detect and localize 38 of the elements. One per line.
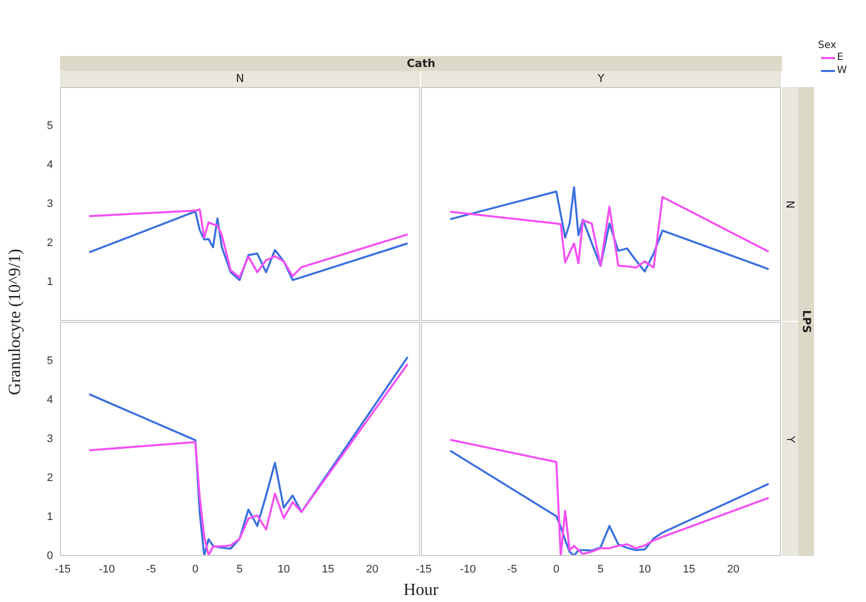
x-tick-label: 5 (597, 564, 604, 576)
x-tick-label: 0 (192, 564, 198, 576)
x-tick-label: -10 (98, 564, 115, 576)
text: LPS (800, 310, 812, 333)
x-axis-title: Hour (402, 580, 440, 600)
x-tick-label: 20 (366, 564, 378, 576)
y2-axis-title: Y (783, 436, 796, 442)
x-tick-label: 15 (322, 564, 334, 576)
y-tick-label: 4 (46, 394, 53, 406)
x-tick-label: -15 (416, 564, 432, 576)
y-tick-label: 1 (46, 511, 53, 524)
chart-title: N (60, 71, 420, 87)
x-tick-label: -5 (507, 564, 517, 576)
y-tick-label: 2 (46, 237, 53, 250)
y-axis-title: Granulocyte (10^9/1) (5, 248, 25, 395)
y-tick-label: 5 (46, 120, 53, 132)
y-tick-label: 2 (46, 472, 53, 484)
y-tick-label: 5 (46, 355, 53, 368)
y-tick-label: 3 (46, 433, 53, 446)
x-tick-label: 20 (727, 564, 740, 576)
x-tick-label: 5 (236, 564, 243, 576)
legend-title: Sex (818, 40, 838, 51)
x-tick-label: 15 (682, 564, 696, 576)
y-tick-label: 3 (46, 198, 53, 210)
x-tick-label: 10 (638, 564, 651, 576)
x-tick-label: -15 (54, 564, 71, 576)
legend-label: W (837, 65, 847, 76)
y-tick-label: 4 (46, 159, 53, 172)
y2-axis-title: N (783, 200, 796, 208)
x-tick-label: 10 (278, 564, 290, 576)
legend-label: E (837, 52, 844, 63)
y-tick-label: 1 (46, 276, 53, 288)
chart-title: Y (421, 71, 781, 87)
x-tick-label: -5 (146, 564, 156, 576)
text: Cath (60, 56, 782, 71)
x-tick-label: 0 (553, 564, 560, 576)
x-tick-label: -10 (460, 564, 476, 576)
y-tick-label: 0 (46, 550, 53, 562)
